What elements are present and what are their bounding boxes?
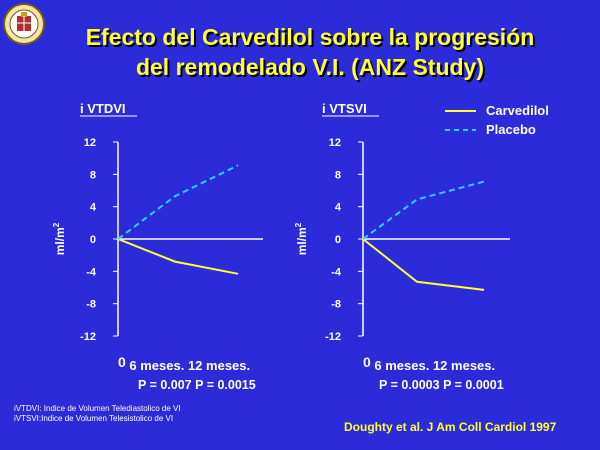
y-tick-label: 4 [335,202,342,214]
y-tick-label: 4 [90,202,97,214]
legend: Carvedilol Placebo [445,103,549,137]
y-tick-label: -8 [86,299,96,311]
y-axis-label: ml/m2 [294,222,309,255]
charts-group: i VTDVI 12 8 4 0 -4 -8 -12 ml/m2 0 6 meses. 12 me… [52,101,510,392]
chart-panel-1: i VTDVI 12 8 4 0 -4 -8 -12 ml/m2 0 6 meses. 12 me… [52,101,263,392]
footnote-2: iVTSVI:Indice de Volumen Telesistolico d… [14,414,174,423]
y-tick-label: 12 [84,137,96,149]
p-values: P = 0.0003 P = 0.0001 [379,378,504,392]
university-seal-icon [3,3,45,45]
title-line-2: del remodelado V.I. (ANZ Study) [135,54,485,80]
citation: Doughty et al. J Am Coll Cardiol 1997 [344,420,557,434]
title-line-1: Efecto del Carvedilol sobre la progresió… [85,24,535,50]
y-axis-label: ml/m2 [52,222,67,255]
x-tick-label: 6 meses. [371,358,430,373]
y-tick-label: 8 [90,169,96,181]
y-tick-label: -8 [331,299,341,311]
chart-panel-2: i VTSVI 12 8 4 0 -4 -8 -12 ml/m2 0 6 meses. 12 me… [294,101,510,392]
p-values: P = 0.007 P = 0.0015 [138,378,256,392]
chart-title: i VTDVI [80,101,126,116]
y-tick-label: 12 [329,137,341,149]
y-tick-label: 0 [90,234,96,246]
x-tick-label: 12 meses. [184,358,250,373]
page-title: Efecto del Carvedilol sobre la progresió… [30,22,590,82]
y-tick-label: -4 [331,266,342,278]
legend-placebo-label: Placebo [486,122,536,137]
series-line-placebo [117,164,239,240]
x-tick-label: 0 [363,354,371,370]
y-tick-label: 0 [335,234,341,246]
y-tick-label: -12 [80,331,96,343]
x-tick-label: 0 [118,354,126,370]
series-line-carvedilol [117,238,239,275]
y-tick-label: -12 [325,331,341,343]
footnotes: iVTDVI: Indice de Volumen Telediastolico… [14,404,181,424]
series-line-carvedilol [362,238,485,291]
y-tick-label: 8 [335,169,341,181]
series-line-placebo [362,180,485,240]
legend-carvedilol-label: Carvedilol [486,103,549,118]
chart-title: i VTSVI [322,101,367,116]
x-tick-label: 6 meses. [126,358,185,373]
x-tick-label: 12 meses. [429,358,495,373]
x-tick-labels: 0 6 meses. 12 meses. [118,354,250,373]
x-tick-labels: 0 6 meses. 12 meses. [363,354,495,373]
y-tick-label: -4 [86,266,97,278]
footnote-1: iVTDVI: Indice de Volumen Telediastolico… [14,404,181,413]
